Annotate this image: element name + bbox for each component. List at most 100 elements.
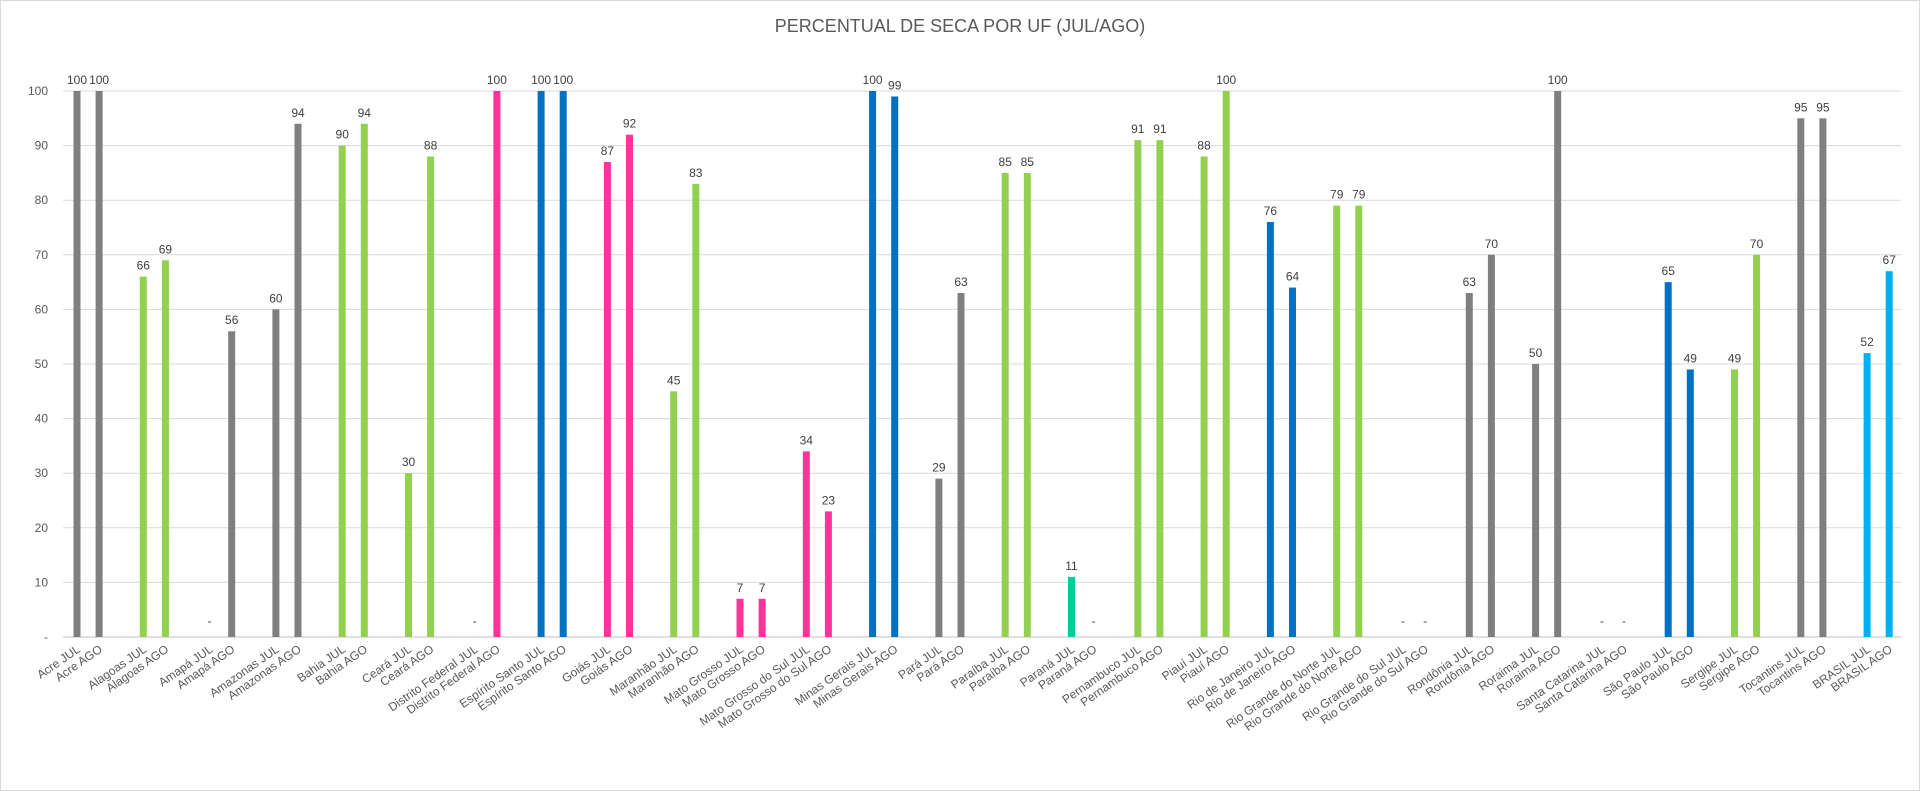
data-label: 79 <box>1330 188 1344 202</box>
data-label: 90 <box>336 128 350 142</box>
data-label: 70 <box>1485 237 1499 251</box>
data-label: 87 <box>601 144 615 158</box>
data-label: 100 <box>487 73 507 87</box>
data-label: 85 <box>1021 155 1035 169</box>
bar <box>1289 287 1296 637</box>
bar <box>272 309 280 637</box>
data-label: 100 <box>89 73 109 87</box>
bar <box>228 331 236 637</box>
y-tick-label: 50 <box>35 357 49 371</box>
data-label: 95 <box>1816 100 1830 114</box>
data-label: 100 <box>67 73 87 87</box>
data-label: 52 <box>1860 335 1874 349</box>
data-label: 29 <box>932 461 946 475</box>
data-label: 64 <box>1286 270 1300 284</box>
y-tick-label: 100 <box>28 84 48 98</box>
data-label: 45 <box>667 373 681 387</box>
data-label: - <box>473 614 477 628</box>
bar <box>1686 369 1694 637</box>
data-label: - <box>208 614 212 628</box>
data-label: 49 <box>1728 351 1742 365</box>
data-label: 85 <box>999 155 1013 169</box>
bar <box>405 473 412 637</box>
data-label: 60 <box>269 291 283 305</box>
data-label: 100 <box>1548 73 1568 87</box>
bar <box>1023 172 1031 637</box>
data-label: 91 <box>1153 122 1167 136</box>
bar <box>559 91 567 637</box>
bar <box>338 145 346 637</box>
bar <box>758 598 766 637</box>
bar <box>1068 576 1075 637</box>
y-tick-label: 90 <box>35 139 49 153</box>
bar <box>802 451 810 637</box>
bar <box>1885 271 1893 637</box>
bar <box>493 91 501 637</box>
bar <box>670 391 678 637</box>
data-label: 23 <box>822 493 836 507</box>
bar <box>1863 353 1871 637</box>
bar <box>139 276 147 637</box>
bar <box>1200 156 1208 637</box>
bar <box>824 511 832 637</box>
bar <box>1487 254 1495 638</box>
bar <box>1819 118 1827 638</box>
bar <box>957 293 965 637</box>
gridlines <box>63 90 1901 638</box>
data-label: 7 <box>737 581 744 595</box>
data-label: 94 <box>291 106 305 120</box>
bar <box>1797 118 1805 638</box>
data-label: 30 <box>402 455 416 469</box>
bar <box>736 598 744 637</box>
data-label: 92 <box>623 117 637 131</box>
data-label: 100 <box>553 73 573 87</box>
data-label: - <box>1622 614 1626 628</box>
data-label: 88 <box>424 139 438 153</box>
y-tick-label: 60 <box>35 302 49 316</box>
y-tick-label: 40 <box>35 412 49 426</box>
bar <box>1333 205 1341 637</box>
data-label: 76 <box>1264 204 1278 218</box>
data-label: 88 <box>1197 139 1211 153</box>
y-tick-label: 20 <box>35 521 49 535</box>
data-label: 83 <box>689 166 703 180</box>
data-label: - <box>1092 614 1096 628</box>
bar <box>1134 140 1142 637</box>
bar <box>869 91 877 637</box>
bar <box>161 260 169 637</box>
y-axis-ticks: - 10 20 30 40 50 60 70 80 90 100 <box>28 84 48 644</box>
bar <box>73 91 81 637</box>
chart-title: PERCENTUAL DE SECA POR UF (JUL/AGO) <box>775 16 1145 36</box>
data-label: 79 <box>1352 188 1366 202</box>
bar <box>427 156 435 637</box>
data-label: 100 <box>1216 73 1236 87</box>
data-label: 56 <box>225 313 239 327</box>
bar <box>1266 222 1274 638</box>
data-label: 63 <box>1463 275 1477 289</box>
data-label: 100 <box>863 73 883 87</box>
bar <box>891 96 899 637</box>
bar <box>95 91 103 637</box>
data-label: 69 <box>159 242 173 256</box>
bar <box>1001 172 1009 637</box>
data-label: - <box>1423 614 1427 628</box>
data-label: 63 <box>954 275 968 289</box>
bar <box>626 134 633 637</box>
bar <box>294 123 302 637</box>
data-label: 65 <box>1662 264 1676 278</box>
data-label: 99 <box>888 78 902 92</box>
y-tick-label: 10 <box>35 575 49 589</box>
bar <box>1156 140 1164 637</box>
data-label: 67 <box>1883 253 1897 267</box>
data-label: 66 <box>137 259 151 273</box>
data-label: - <box>1401 614 1405 628</box>
y-tick-label: 80 <box>35 193 49 207</box>
data-label: - <box>1600 614 1604 628</box>
data-label: 91 <box>1131 122 1145 136</box>
y-tick-label: 30 <box>35 466 49 480</box>
bar <box>360 123 368 637</box>
data-label: 49 <box>1684 351 1698 365</box>
